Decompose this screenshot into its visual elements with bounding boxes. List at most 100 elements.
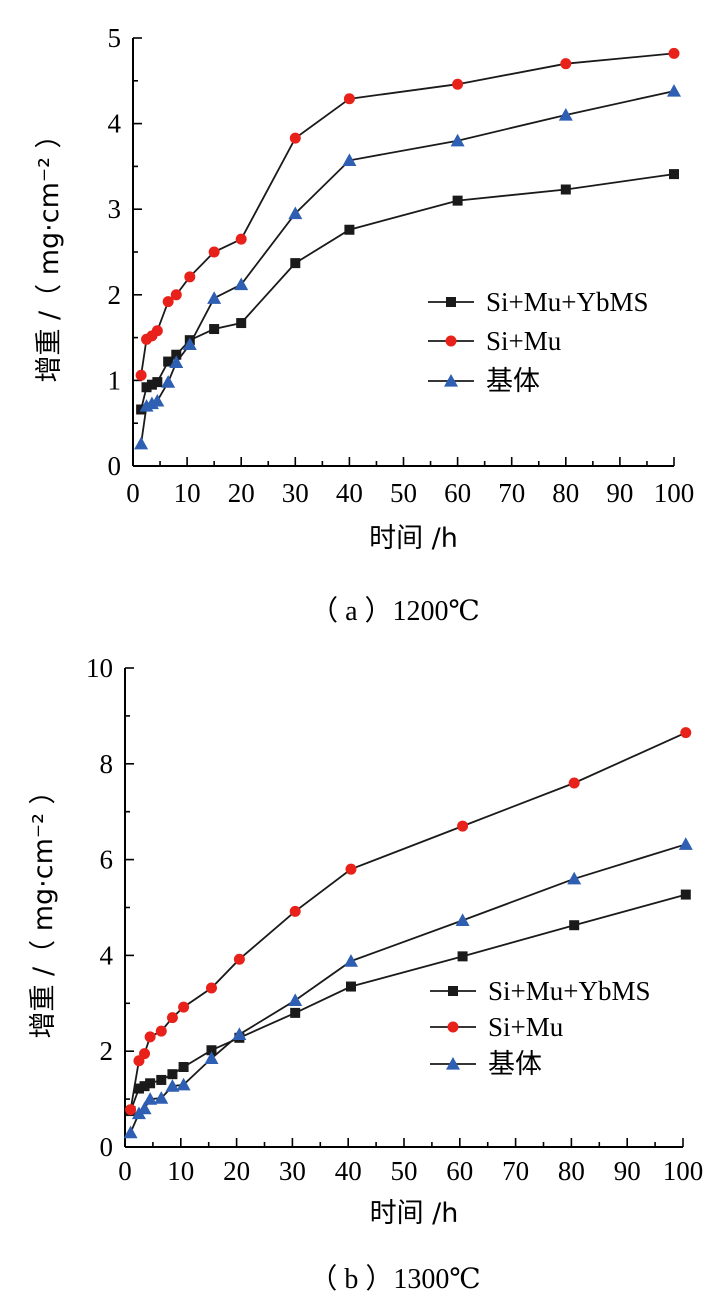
data-point [344, 224, 355, 235]
legend-label: 基体 [486, 366, 540, 396]
data-point [146, 379, 157, 390]
legend-marker [444, 374, 458, 387]
y-tick-label: 3 [108, 194, 122, 224]
data-point [207, 291, 222, 304]
x-tick-label: 40 [336, 478, 363, 508]
x-tick-label: 40 [335, 1156, 362, 1186]
data-point [169, 355, 184, 369]
y-tick-label: 4 [100, 940, 114, 970]
panel-caption: （ a ）1200℃ [310, 595, 480, 627]
x-tick-label: 10 [167, 1156, 194, 1186]
legend-label: 基体 [488, 1049, 542, 1079]
x-tick-label: 100 [654, 478, 695, 508]
data-point [143, 1092, 158, 1105]
series-triangle [123, 837, 693, 1139]
x-tick-label: 60 [444, 478, 471, 508]
x-tick-label: 30 [282, 478, 309, 508]
data-point [171, 349, 182, 360]
data-point [144, 1031, 156, 1043]
legend-label: Si+Mu+YbMS [488, 976, 651, 1006]
y-tick-label: 10 [86, 653, 113, 683]
panel-caption: （ b ）1300℃ [309, 1263, 480, 1295]
data-point [455, 913, 470, 927]
data-point [141, 382, 152, 393]
data-point [233, 953, 245, 965]
series-circle [135, 47, 680, 381]
data-point [205, 982, 217, 994]
data-point [343, 954, 358, 967]
data-point [150, 393, 165, 407]
x-tick-label: 0 [126, 478, 140, 508]
x-tick-label: 70 [498, 478, 525, 508]
y-tick-label: 6 [100, 845, 114, 875]
x-tick-label: 70 [502, 1156, 529, 1186]
x-tick-label: 80 [558, 1156, 585, 1186]
legend-marker [445, 335, 457, 347]
y-axis-title: 增重 /（ mg·cm⁻² ） [34, 121, 65, 382]
data-point [289, 905, 301, 917]
data-point [234, 277, 249, 291]
data-point [139, 1081, 150, 1092]
data-point [569, 920, 580, 931]
data-point [345, 981, 356, 992]
data-point [145, 1078, 156, 1089]
data-point [135, 369, 147, 381]
data-point [152, 377, 163, 388]
data-point [232, 1027, 247, 1041]
data-point [182, 337, 197, 351]
data-point [163, 356, 174, 367]
legend-marker [446, 297, 456, 307]
data-point [176, 1077, 191, 1091]
data-point [161, 375, 176, 388]
x-tick-label: 20 [223, 1156, 250, 1186]
x-axis-title: 时间 /h [369, 523, 458, 554]
data-point [209, 324, 220, 335]
y-tick-label: 4 [108, 109, 122, 139]
data-point [452, 195, 463, 206]
data-point [560, 184, 571, 195]
data-point [452, 78, 464, 90]
legend-entry: Si+Mu+YbMS [430, 976, 651, 1006]
data-point [290, 1007, 301, 1018]
data-point [166, 1012, 178, 1024]
y-tick-label: 8 [100, 749, 114, 779]
x-tick-label: 90 [606, 478, 633, 508]
legend-entry: Si+Mu+YbMS [428, 287, 649, 317]
data-point [134, 436, 149, 450]
data-point [668, 47, 680, 59]
data-point [342, 153, 357, 167]
chart-panel-a: 0 10 20 30 40 50 60 70 80 90 100 0 1 2 3 4 5 时间 /h 增重 /（ m… [34, 23, 694, 627]
data-point [165, 1079, 180, 1092]
data-point [288, 993, 303, 1007]
data-point [290, 258, 301, 269]
x-axis-title: 时间 /h [370, 1198, 459, 1229]
data-point [567, 871, 582, 885]
legend-entry: 基体 [428, 366, 540, 396]
x-tick-label: 60 [446, 1156, 473, 1186]
data-point [162, 296, 174, 308]
x-tick-label: 100 [663, 1156, 704, 1186]
data-point [678, 837, 693, 850]
data-point [184, 271, 196, 283]
y-tick-label: 5 [108, 23, 122, 53]
data-point [151, 325, 163, 337]
data-point [568, 777, 580, 789]
data-point [669, 169, 679, 180]
data-point [457, 820, 469, 832]
data-point [235, 233, 247, 245]
y-tick-label: 2 [100, 1036, 114, 1066]
data-point [667, 84, 681, 97]
data-point [170, 289, 182, 301]
data-point [167, 1069, 178, 1080]
data-point [343, 93, 355, 105]
data-point [457, 951, 468, 962]
legend-entry: 基体 [430, 1049, 542, 1079]
y-tick-label: 0 [108, 451, 122, 481]
data-point [680, 727, 692, 739]
series-line [140, 90, 675, 444]
y-axis-title: 增重 /（ mg·cm⁻² ） [28, 777, 59, 1038]
series-triangle [134, 84, 681, 450]
data-point [680, 889, 691, 900]
